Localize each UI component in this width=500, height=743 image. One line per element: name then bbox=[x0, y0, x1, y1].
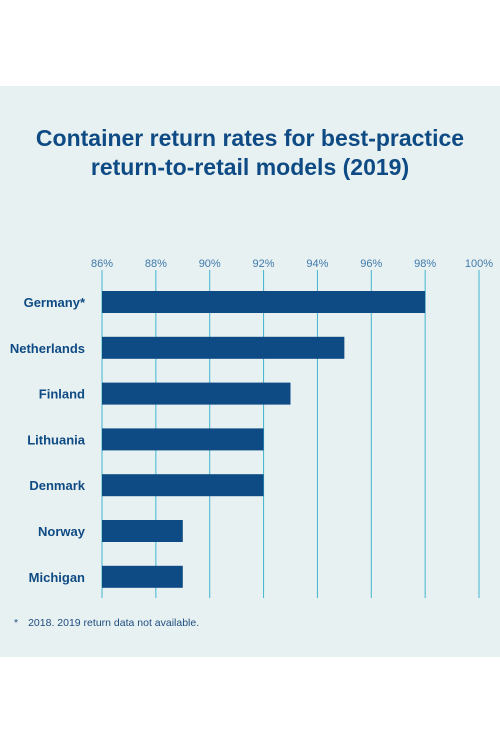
bar bbox=[102, 474, 264, 497]
x-tick-labels: 86% 88% 90% 92% 94% 96% 98% 100% bbox=[91, 258, 493, 270]
category-label: Michigan bbox=[29, 570, 85, 585]
chart-title: Container return rates for best-practice… bbox=[0, 124, 500, 182]
x-tick-label: 94% bbox=[306, 258, 328, 270]
category-label: Netherlands bbox=[10, 341, 85, 356]
chart-title-line-1: Container return rates for best-practice bbox=[35, 125, 465, 151]
category-label: Denmark bbox=[29, 478, 85, 493]
x-tick-label: 86% bbox=[91, 258, 113, 270]
category-label: Norway bbox=[38, 524, 86, 539]
x-tick-label: 98% bbox=[414, 258, 436, 270]
bar bbox=[102, 428, 264, 451]
x-tick-label: 100% bbox=[465, 258, 493, 270]
footnote: * 2018. 2019 return data not available. bbox=[14, 617, 199, 629]
bar bbox=[102, 520, 183, 542]
category-label: Finland bbox=[39, 387, 85, 402]
footnote-text: 2018. 2019 return data not available. bbox=[28, 617, 200, 629]
x-tick-label: 92% bbox=[253, 258, 275, 270]
category-label: Germany* bbox=[24, 295, 86, 310]
bars bbox=[102, 291, 426, 588]
chart-background-panel bbox=[0, 86, 500, 657]
x-tick-label: 88% bbox=[145, 258, 167, 270]
bar bbox=[102, 382, 291, 405]
gridlines bbox=[101, 270, 480, 598]
category-labels: Germany* Netherlands Finland Lithuania Denma… bbox=[10, 295, 86, 585]
bar bbox=[102, 336, 345, 359]
category-label: Lithuania bbox=[27, 432, 86, 447]
chart-title-line-2: return-to-retail models (2019) bbox=[90, 154, 410, 180]
footnote-marker: * bbox=[14, 617, 19, 629]
x-tick-label: 96% bbox=[360, 258, 382, 270]
bar bbox=[102, 565, 183, 588]
bar bbox=[102, 291, 426, 313]
x-tick-label: 90% bbox=[199, 258, 221, 270]
